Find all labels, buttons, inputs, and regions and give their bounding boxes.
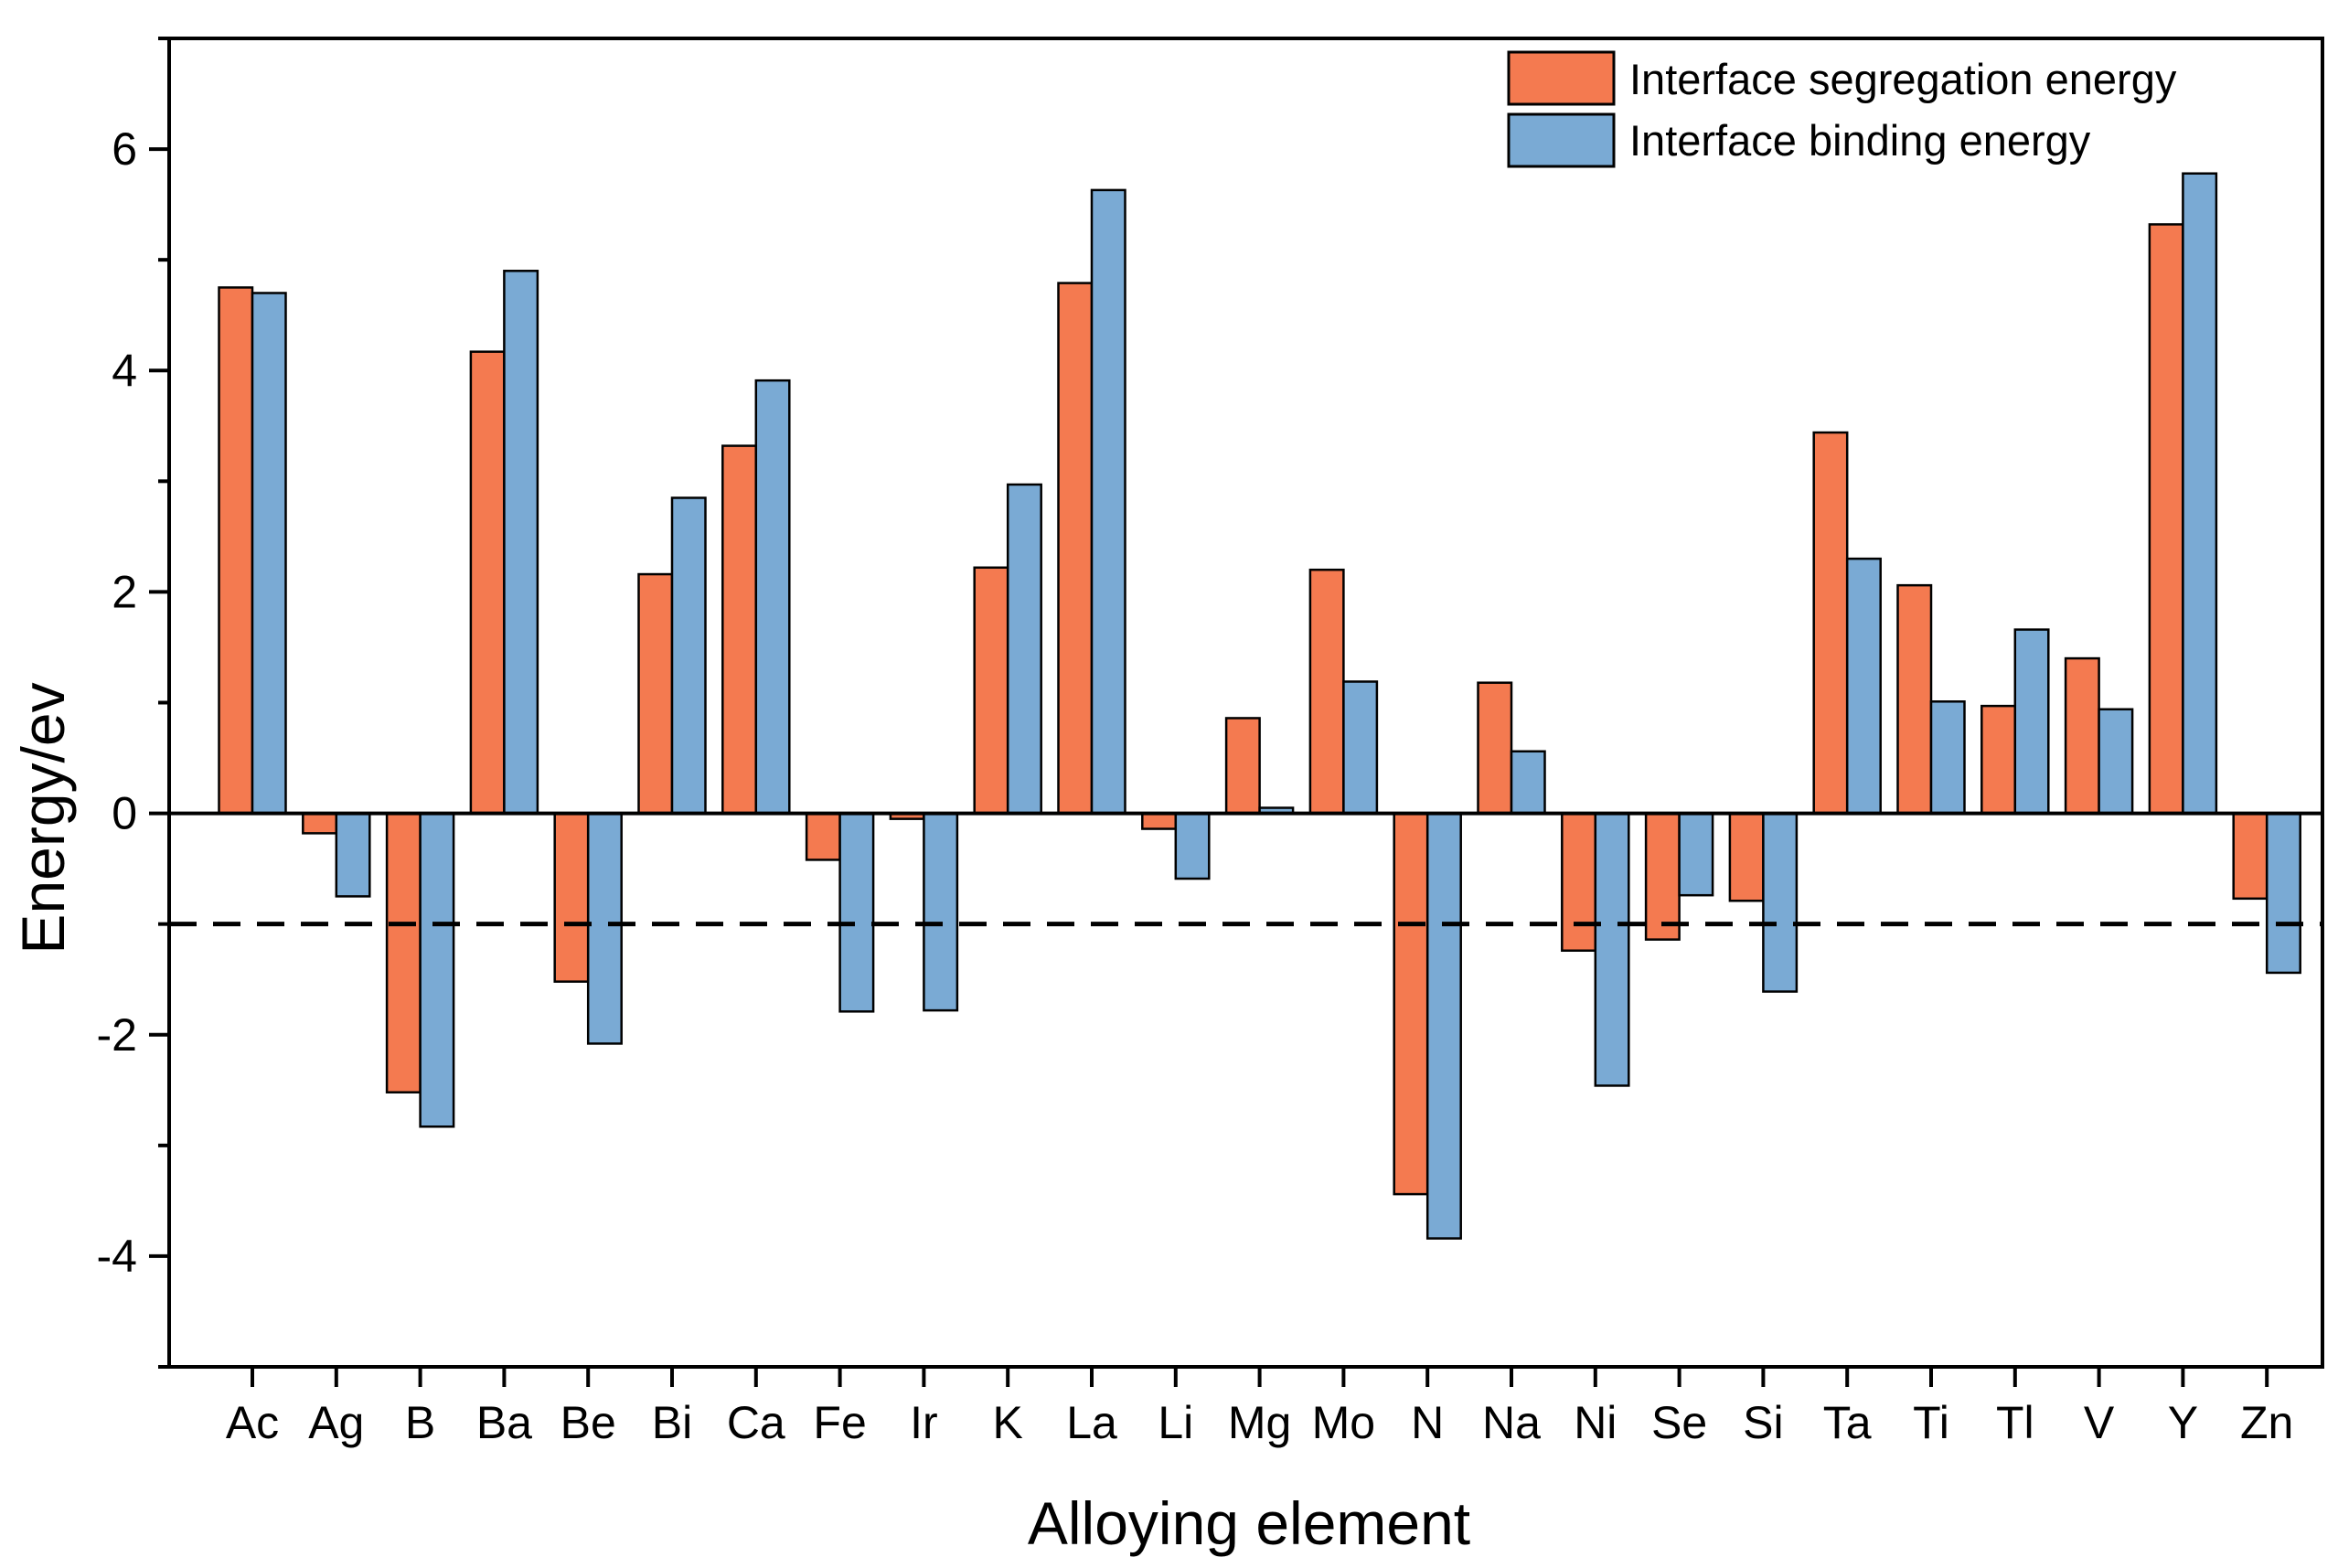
bar-segregation-se (1644, 812, 1681, 941)
bar-segregation-ca (721, 444, 758, 815)
bar-segregation-si (1728, 812, 1765, 902)
bar-binding-v (2098, 708, 2134, 815)
bar-segregation-la (1057, 282, 1094, 815)
x-tick-label-fe: Fe (813, 1397, 866, 1448)
x-tick-label-mg: Mg (1228, 1397, 1291, 1448)
x-tick-label-ni: Ni (1574, 1397, 1617, 1448)
x-tick-label-ta: Ta (1823, 1397, 1872, 1448)
bar-binding-ac (251, 292, 287, 815)
bar-segregation-v (2064, 656, 2100, 815)
x-tick-label-be: Be (560, 1397, 616, 1448)
bar-segregation-k (973, 566, 1009, 815)
bar-binding-be (586, 812, 623, 1045)
y-tick-label: 6 (112, 123, 137, 175)
bar-binding-zn (2265, 812, 2301, 975)
x-tick-label-si: Si (1743, 1397, 1783, 1448)
bar-segregation-ba (469, 350, 506, 815)
bar-binding-bi (670, 496, 707, 815)
legend-swatch-segregation (1507, 50, 1616, 106)
x-tick-label-ti: Ti (1913, 1397, 1949, 1448)
bar-segregation-ni (1561, 812, 1597, 952)
bar-segregation-mg (1224, 717, 1261, 815)
bar-binding-na (1510, 750, 1546, 815)
x-tick-label-b: B (405, 1397, 435, 1448)
bar-binding-fe (838, 812, 875, 1013)
legend: Interface segregation energy Interface b… (1507, 50, 2177, 168)
bar-binding-k (1006, 483, 1042, 815)
bar-segregation-ti (1896, 583, 1933, 815)
x-tick-label-n: N (1411, 1397, 1444, 1448)
bar-segregation-na (1477, 681, 1513, 815)
x-tick-label-v: V (2084, 1397, 2115, 1448)
bar-binding-b (419, 812, 455, 1128)
bar-binding-mo (1342, 680, 1379, 815)
y-tick-label: 0 (112, 788, 137, 839)
bar-segregation-ta (1812, 431, 1849, 815)
bars-layer (218, 172, 2301, 1240)
x-tick-label-ca: Ca (727, 1397, 785, 1448)
bar-segregation-mo (1308, 568, 1345, 815)
bar-segregation-y (2148, 223, 2184, 815)
bar-binding-se (1678, 812, 1714, 897)
bar-binding-ba (503, 270, 539, 815)
bar-binding-ag (335, 812, 371, 898)
bar-segregation-zn (2232, 812, 2269, 901)
legend-label-binding: Interface binding energy (1629, 116, 2091, 165)
y-tick-label: -2 (97, 1009, 137, 1061)
x-tick-label-ir: Ir (910, 1397, 938, 1448)
axes-layer: -4 -2 0 2 4 6 Ac Ag B Ba Be Bi Ca Fe Ir K La Li Mg Mo N Na Ni S… (97, 37, 2324, 1448)
bar-segregation-bi (637, 572, 674, 815)
bar-binding-y (2182, 172, 2218, 815)
y-axis-title: Energy/ev (9, 682, 77, 954)
y-tick-label: -4 (97, 1231, 137, 1282)
x-tick-label-na: Na (1482, 1397, 1541, 1448)
bar-binding-tl (2013, 628, 2050, 815)
bar-segregation-ac (218, 286, 254, 815)
reference-lines-layer (169, 811, 2322, 927)
bar-binding-si (1762, 812, 1799, 993)
bar-segregation-n (1393, 812, 1429, 1196)
bar-binding-li (1174, 812, 1211, 880)
bar-segregation-b (385, 812, 422, 1093)
x-tick-label-ac: Ac (226, 1397, 279, 1448)
bar-binding-ca (754, 379, 791, 815)
bar-segregation-li (1141, 812, 1178, 830)
x-tick-label-ag: Ag (308, 1397, 364, 1448)
x-axis-title: Alloying element (1028, 1489, 1470, 1557)
bar-segregation-ag (302, 812, 338, 835)
bar-segregation-fe (805, 812, 841, 861)
bar-binding-ta (1845, 557, 1882, 815)
bar-binding-la (1090, 188, 1126, 815)
x-tick-label-y: Y (2168, 1397, 2198, 1448)
bar-segregation-be (553, 812, 590, 983)
bar-binding-ni (1594, 812, 1630, 1087)
y-tick-label: 2 (112, 566, 137, 617)
x-tick-label-bi: Bi (652, 1397, 692, 1448)
bar-binding-n (1425, 812, 1462, 1240)
y-tick-label: 4 (112, 345, 137, 396)
x-tick-label-mo: Mo (1312, 1397, 1375, 1448)
bar-binding-ti (1929, 700, 1966, 815)
x-tick-label-tl: Tl (1996, 1397, 2034, 1448)
x-tick-label-k: K (993, 1397, 1023, 1448)
x-tick-label-la: La (1066, 1397, 1117, 1448)
legend-swatch-binding (1507, 112, 1616, 168)
x-tick-label-ba: Ba (476, 1397, 532, 1448)
x-tick-label-se: Se (1651, 1397, 1707, 1448)
legend-label-segregation: Interface segregation energy (1629, 55, 2177, 103)
x-tick-label-li: Li (1158, 1397, 1193, 1448)
x-tick-label-zn: Zn (2240, 1397, 2293, 1448)
bar-segregation-tl (1980, 704, 2017, 815)
bar-binding-ir (923, 812, 959, 1012)
